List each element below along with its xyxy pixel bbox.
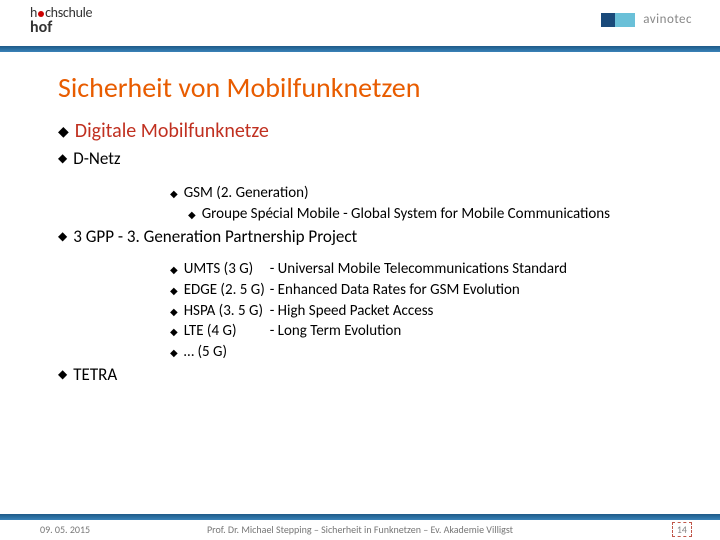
diamond-bullet-icon: ◆ xyxy=(170,347,178,360)
item-gsm: ◆ GSM (2. Generation) xyxy=(170,184,670,203)
diamond-bullet-icon: ◆ xyxy=(170,264,178,277)
logo-avinotec: avinotec xyxy=(601,12,692,27)
logo-hochschule-hof: hhochschulechschule hof xyxy=(30,4,92,37)
item-dnetz: ◆ D-Netz xyxy=(58,148,670,169)
item-edge: ◆ EDGE (2. 5 G)- Enhanced Data Rates for… xyxy=(170,281,670,300)
footer-page-number: 14 xyxy=(672,522,692,537)
item-umts: ◆ UMTS (3 G)- Universal Mobile Telecommu… xyxy=(170,260,670,279)
header-bar: hhochschulechschule hof avinotec xyxy=(0,0,720,46)
avinotec-icon xyxy=(601,13,637,27)
diamond-bullet-icon: ◆ xyxy=(58,123,69,141)
diamond-bullet-icon: ◆ xyxy=(170,188,178,201)
diamond-bullet-icon: ◆ xyxy=(170,326,178,339)
footer: 09. 05. 2015 Prof. Dr. Michael Stepping … xyxy=(0,520,720,538)
diamond-bullet-icon: ◆ xyxy=(188,209,196,222)
item-gsm-sub: ◆ Groupe Spécial Mobile - Global System … xyxy=(188,205,670,224)
item-lte: ◆ LTE (4 G)- Long Term Evolution xyxy=(170,322,670,341)
footer-date: 09. 05. 2015 xyxy=(40,523,90,536)
item-3gpp: ◆ 3 GPP - 3. Generation Partnership Proj… xyxy=(58,226,670,247)
diamond-bullet-icon: ◆ xyxy=(58,368,67,383)
footer-center: Prof. Dr. Michael Stepping – Sicherheit … xyxy=(0,523,720,536)
diamond-bullet-icon: ◆ xyxy=(58,230,67,245)
item-hspa: ◆ HSPA (3. 5 G)- High Speed Packet Acces… xyxy=(170,302,670,321)
diamond-bullet-icon: ◆ xyxy=(170,285,178,298)
slide-content: Sicherheit von Mobilfunknetzen ◆ Digital… xyxy=(0,52,720,385)
avinotec-text: avinotec xyxy=(643,12,692,27)
slide-title: Sicherheit von Mobilfunknetzen xyxy=(58,70,670,105)
diamond-bullet-icon: ◆ xyxy=(58,152,67,167)
diamond-bullet-icon: ◆ xyxy=(170,306,178,319)
heading-digitale: ◆ Digitale Mobilfunknetze xyxy=(58,119,670,144)
item-5g: ◆ … (5 G) xyxy=(170,343,670,362)
item-tetra: ◆ TETRA xyxy=(58,364,670,385)
